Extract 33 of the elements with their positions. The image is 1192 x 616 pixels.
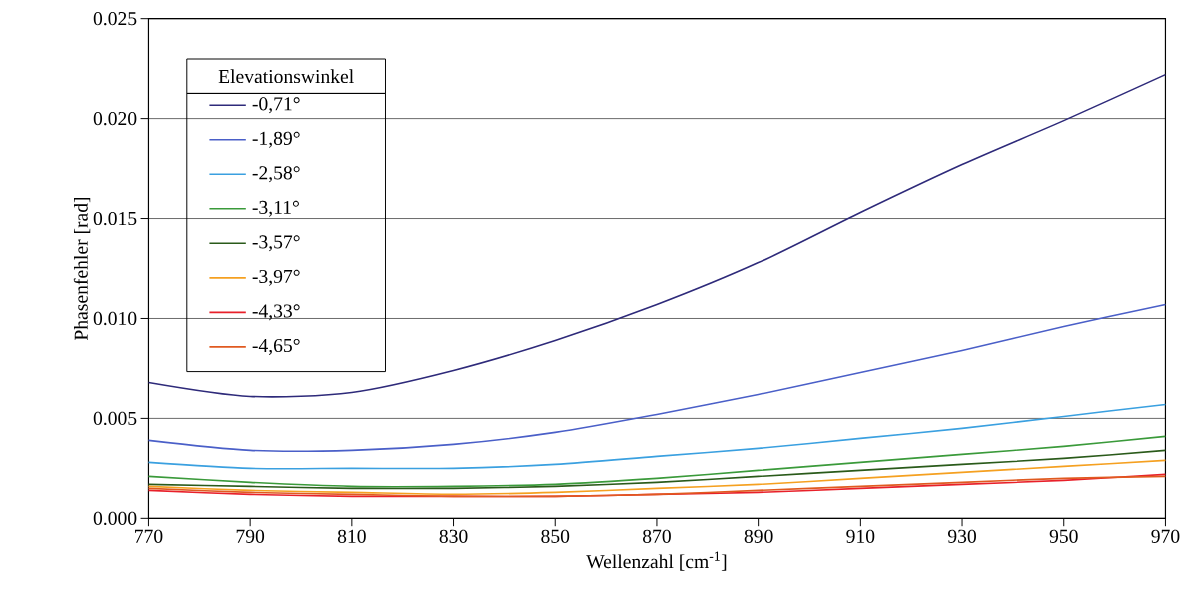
legend-label: -4,65° bbox=[252, 339, 300, 356]
x-tick-label: 850 bbox=[541, 529, 570, 544]
line-series bbox=[147, 303, 1167, 453]
y-tick-label: 0.005 bbox=[93, 411, 137, 426]
x-tick-label: 790 bbox=[236, 529, 265, 544]
x-tick-label: 970 bbox=[1151, 529, 1180, 544]
y-tick-label: 0.025 bbox=[93, 12, 137, 26]
x-tick-label: 810 bbox=[337, 529, 366, 544]
y-tick-label: 0.020 bbox=[93, 112, 137, 126]
x-tick-label: 870 bbox=[643, 529, 671, 544]
legend-label: -2,58° bbox=[252, 166, 300, 183]
line-series bbox=[147, 403, 1167, 470]
x-tick-label: 830 bbox=[439, 529, 468, 544]
legend-label: -0,71° bbox=[252, 97, 300, 114]
line-series bbox=[147, 435, 1167, 488]
legend-label: -3,11° bbox=[252, 200, 299, 217]
legend-label: -4,33° bbox=[252, 304, 300, 321]
legend-title: Elevationswinkel bbox=[218, 69, 354, 84]
x-tick-label: 910 bbox=[846, 529, 875, 544]
x-tick-label: 930 bbox=[947, 529, 976, 544]
legend-label: -1,89° bbox=[252, 131, 300, 148]
y-tick-label: 0.000 bbox=[93, 511, 137, 526]
x-tick-label: 890 bbox=[744, 529, 773, 544]
x-tick-label: 770 bbox=[135, 529, 163, 544]
legend-label: -3,57° bbox=[252, 235, 300, 252]
line-series bbox=[147, 459, 1167, 496]
y-tick-label: 0.015 bbox=[93, 212, 137, 226]
x-axis-title: Wellenzahl [cm$^{-1}$] bbox=[586, 551, 727, 571]
line-series bbox=[147, 449, 1167, 490]
x-tick-label: 950 bbox=[1049, 529, 1078, 544]
y-axis-title: Phasenfehler [rad] bbox=[73, 198, 91, 341]
y-tick-label: 0.010 bbox=[93, 311, 137, 326]
legend-label: -3,97° bbox=[252, 269, 300, 287]
